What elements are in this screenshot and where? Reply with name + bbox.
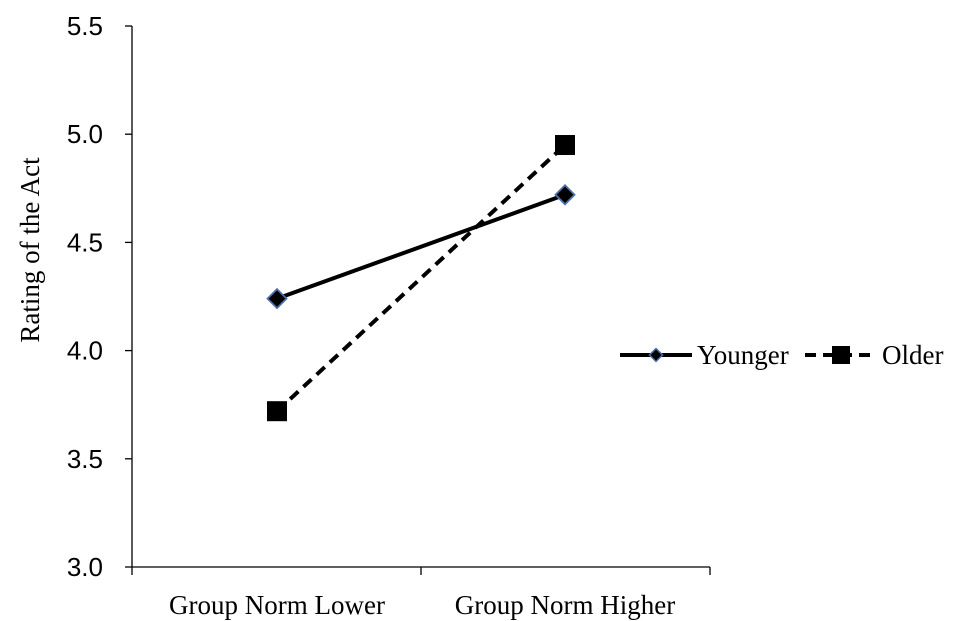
legend-item-younger: Younger [620, 340, 789, 370]
y-tick-label: 4.0 [67, 336, 103, 366]
x-tick-label: Group Norm Lower [169, 590, 385, 620]
series-older [267, 135, 575, 422]
series-line-older [275, 143, 567, 413]
legend-marker-older [832, 346, 850, 364]
data-point-older [555, 135, 575, 156]
data-point-older [267, 401, 287, 422]
x-axis: Group Norm Lower Group Norm Higher [131, 566, 711, 620]
y-tick-label: 4.5 [67, 227, 103, 257]
x-tick-label: Group Norm Higher [455, 590, 675, 620]
y-tick-label: 5.5 [67, 11, 103, 41]
legend-marker-younger [648, 347, 664, 363]
series-line-younger [276, 192, 566, 301]
y-tick-label: 3.0 [67, 552, 103, 582]
legend: Younger Older [620, 340, 943, 370]
legend-label-older: Older [882, 340, 943, 370]
data-point-younger [554, 184, 576, 206]
series-younger [266, 184, 576, 310]
y-tick-label: 5.0 [67, 119, 103, 149]
legend-label-younger: Younger [697, 340, 789, 370]
series-layer [266, 135, 576, 422]
legend-item-older: Older [805, 340, 943, 370]
y-tick-label: 3.5 [67, 444, 103, 474]
data-point-younger [266, 287, 288, 310]
x-axis-ticks: Group Norm Lower Group Norm Higher [131, 567, 711, 620]
y-axis-title: Rating of the Act [15, 157, 45, 343]
y-axis-ticks: 3.0 3.5 4.0 4.5 5.0 5.5 [67, 11, 132, 582]
y-axis: 3.0 3.5 4.0 4.5 5.0 5.5 [67, 11, 133, 582]
